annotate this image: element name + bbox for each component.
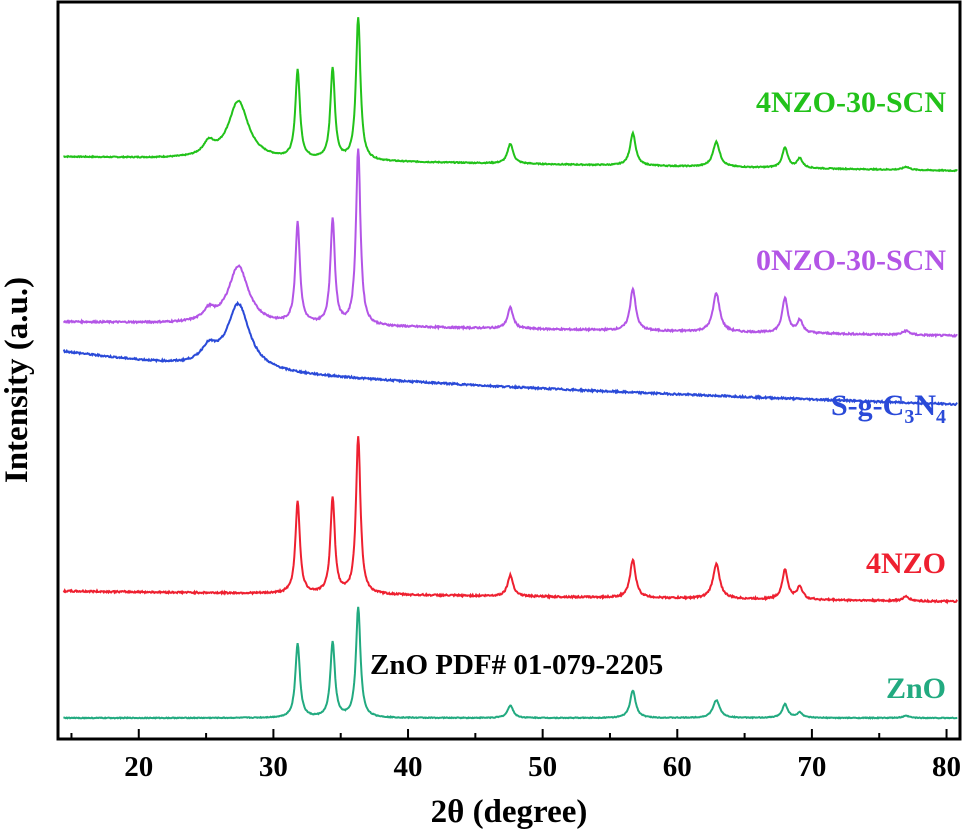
label-0nzo-30-scn: 0NZO-30-SCN [756, 244, 946, 277]
annotation-zno-pdf: ZnO PDF# 01-079-2205 [370, 649, 663, 681]
x-tick-label: 70 [797, 751, 826, 783]
label-4nzo: 4NZO [866, 547, 946, 580]
x-tick-label: 80 [932, 751, 961, 783]
series-line-s-g-c3n4 [62, 300, 958, 407]
x-axis-title: 2θ (degree) [431, 794, 588, 830]
series-layer [62, 17, 959, 720]
series-line-0nzo-30-scn [63, 148, 958, 339]
plot-frame [56, 0, 962, 741]
x-tick-label: 30 [259, 751, 288, 783]
series-line-4nzo [62, 436, 959, 605]
x-tick-label: 50 [528, 751, 557, 783]
series-line-zno [63, 606, 958, 720]
x-tick-label: 60 [663, 751, 692, 783]
label-s-g-c3n4: S-g-C3N4 [831, 389, 946, 428]
y-axis-title: Intensity (a.u.) [0, 277, 35, 483]
series-line-4nzo-30-scn [63, 17, 958, 173]
x-ticks: 20 30 40 50 60 70 80 [70, 729, 961, 783]
label-4nzo-30-scn: 4NZO-30-SCN [756, 86, 946, 119]
x-tick-label: 40 [394, 751, 423, 783]
label-zno: ZnO [886, 672, 946, 705]
x-tick-label: 20 [124, 751, 153, 783]
